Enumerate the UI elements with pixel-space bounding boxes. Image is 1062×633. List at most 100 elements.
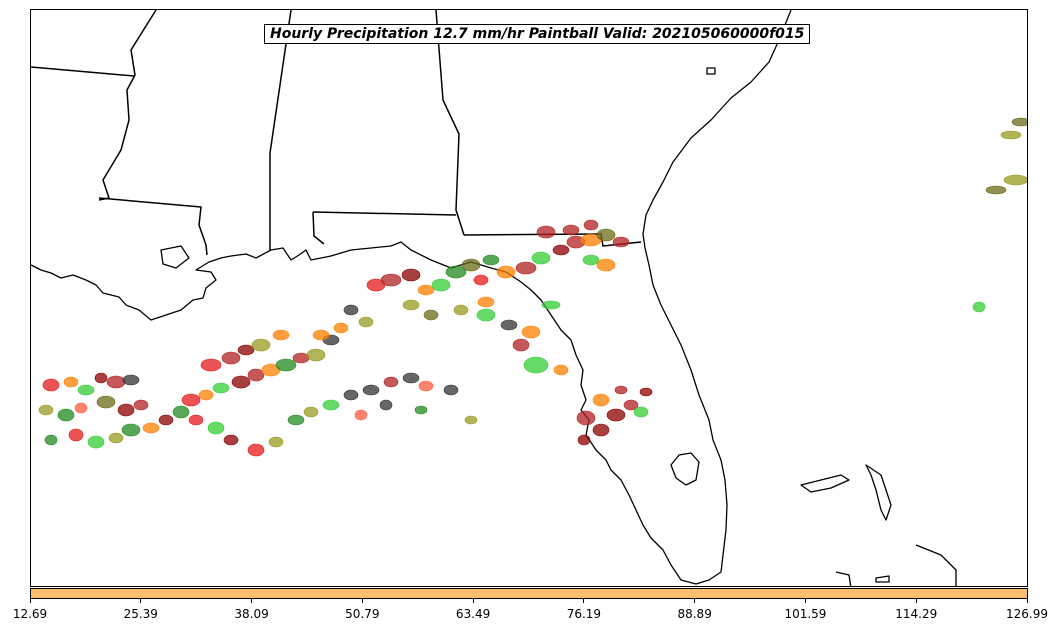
- precip-blob: [423, 309, 439, 321]
- precip-blob: [541, 300, 561, 310]
- precip-blob: [1003, 174, 1027, 186]
- florida-coast: [270, 10, 792, 585]
- precip-blob: [96, 395, 116, 409]
- colorbar-tick: [140, 599, 142, 603]
- precip-blob: [445, 265, 467, 279]
- precip-blob: [312, 329, 330, 341]
- precip-blob: [117, 403, 135, 417]
- precip-blob: [482, 254, 500, 266]
- precip-blob: [402, 299, 420, 311]
- precip-blob: [287, 414, 305, 426]
- precip-blob: [383, 376, 399, 388]
- precip-blob: [1000, 130, 1022, 140]
- cuba-coast: [835, 571, 852, 586]
- precip-blob: [198, 389, 214, 401]
- precip-blob: [223, 434, 239, 446]
- colorbar-ticks: 12.69 25.39 38.09 50.79 63.49 76.19 88.89 101.5…: [0, 599, 1062, 629]
- precip-blob: [521, 325, 541, 339]
- precip-blob: [172, 405, 190, 419]
- colorbar-tick: [361, 599, 363, 603]
- precip-blob: [362, 384, 380, 396]
- precip-blob: [247, 368, 265, 382]
- precip-blob: [562, 224, 580, 236]
- precip-blob: [68, 428, 84, 442]
- louisiana-coast: [31, 249, 272, 321]
- colorbar-tick: [29, 599, 31, 603]
- border-line: [98, 197, 208, 256]
- precip-blob: [512, 338, 530, 352]
- precip-blob: [985, 185, 1007, 195]
- colorbar-tick: [694, 599, 696, 603]
- precip-blob: [333, 322, 349, 334]
- precip-blob: [251, 338, 271, 352]
- precip-blob: [106, 375, 126, 389]
- bahamas-island: [865, 464, 892, 521]
- precip-blob: [553, 364, 569, 376]
- lake-pontchartrain: [160, 245, 190, 269]
- precip-blob: [417, 284, 435, 296]
- map-panel: Hourly Precipitation 12.7 mm/hr Paintbal…: [30, 9, 1028, 587]
- precip-blob: [515, 261, 537, 275]
- precip-blob: [38, 404, 54, 416]
- precip-blob: [592, 423, 610, 437]
- precip-blob: [221, 351, 241, 365]
- colorbar-tick-label: 63.49: [455, 607, 491, 621]
- colorbar-tick-label: 50.79: [345, 607, 380, 621]
- precip-blob: [523, 356, 549, 374]
- precip-blob: [181, 393, 201, 407]
- colorbar-tick-label: 114.29: [895, 607, 938, 621]
- precip-blob: [121, 423, 141, 437]
- map-canvas: [31, 10, 1027, 586]
- precip-blob: [77, 384, 95, 396]
- colorbar-tick: [583, 599, 585, 603]
- precip-blob: [87, 435, 105, 449]
- bahamas-island: [875, 575, 890, 583]
- precip-blob: [379, 399, 393, 411]
- precip-blob: [596, 228, 616, 242]
- colorbar-tick-label: 38.09: [234, 607, 269, 621]
- border-line: [98, 10, 157, 201]
- precip-blob: [592, 393, 610, 407]
- precip-blob: [402, 372, 420, 384]
- precip-blob: [583, 219, 599, 231]
- precip-blob: [44, 434, 58, 446]
- precip-blob: [531, 251, 551, 265]
- border-line: [312, 211, 325, 245]
- precip-blob: [212, 382, 230, 394]
- colorbar-tick: [1026, 599, 1028, 603]
- precip-blob: [639, 387, 653, 397]
- precip-blob: [464, 415, 478, 425]
- coastlines: [31, 10, 957, 586]
- precip-blob: [63, 376, 79, 388]
- precip-blob: [443, 384, 459, 396]
- precip-blob: [577, 434, 591, 446]
- precip-blob: [477, 296, 495, 308]
- precip-blob: [473, 274, 489, 286]
- colorbar-tick-label: 25.39: [123, 607, 158, 621]
- precip-blob: [303, 406, 319, 418]
- precip-blob: [623, 399, 639, 411]
- colorbar-tick-label: 101.59: [784, 607, 827, 621]
- precip-blob: [343, 304, 359, 316]
- precipitation-paintball-layer: [38, 117, 1027, 457]
- precip-blob: [272, 329, 290, 341]
- precip-blob: [231, 375, 251, 389]
- precip-blob: [418, 380, 434, 392]
- state-borders: [31, 10, 642, 256]
- precip-blob: [108, 432, 124, 444]
- precip-blob: [74, 402, 88, 414]
- precip-blob: [94, 372, 108, 384]
- precip-blob: [401, 268, 421, 282]
- precip-blob: [431, 278, 451, 292]
- precip-blob: [461, 258, 481, 272]
- precip-blob: [42, 378, 60, 392]
- precip-blob: [576, 410, 596, 426]
- precip-blob: [1011, 117, 1027, 127]
- precip-blob: [133, 399, 149, 411]
- precip-blob: [142, 422, 160, 434]
- precip-blob: [188, 414, 204, 426]
- map-title: Hourly Precipitation 12.7 mm/hr Paintbal…: [264, 24, 811, 44]
- precip-blob: [552, 244, 570, 256]
- border-line: [31, 66, 135, 77]
- precip-blob: [536, 225, 556, 239]
